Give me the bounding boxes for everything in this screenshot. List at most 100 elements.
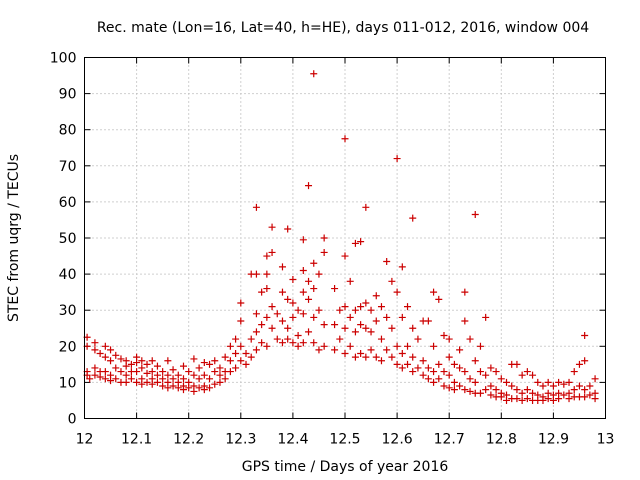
data-point bbox=[211, 368, 219, 376]
data-point bbox=[341, 135, 349, 143]
data-point bbox=[268, 223, 276, 231]
data-point bbox=[523, 368, 531, 376]
data-point bbox=[331, 346, 339, 354]
data-point bbox=[362, 299, 370, 307]
data-point bbox=[362, 203, 370, 211]
data-point bbox=[476, 389, 484, 397]
data-point bbox=[237, 342, 245, 350]
data-point bbox=[258, 321, 266, 329]
data-point bbox=[273, 335, 281, 343]
data-point bbox=[377, 335, 385, 343]
data-point bbox=[211, 357, 219, 365]
data-point bbox=[357, 238, 365, 246]
data-point bbox=[581, 393, 589, 401]
data-point bbox=[284, 335, 292, 343]
data-point bbox=[221, 375, 229, 383]
data-point bbox=[268, 303, 276, 311]
data-point bbox=[263, 270, 271, 278]
data-point bbox=[450, 360, 458, 368]
data-point bbox=[414, 364, 422, 372]
data-point bbox=[305, 182, 313, 190]
data-point bbox=[263, 342, 271, 350]
data-point bbox=[372, 353, 380, 361]
data-point bbox=[107, 357, 115, 365]
data-point bbox=[91, 346, 99, 354]
data-point bbox=[153, 378, 161, 386]
data-point bbox=[456, 382, 464, 390]
data-point bbox=[101, 375, 109, 383]
data-point bbox=[377, 357, 385, 365]
data-point bbox=[200, 359, 208, 367]
x-tick-label: 12.5 bbox=[329, 432, 360, 448]
data-point bbox=[206, 384, 214, 392]
data-point bbox=[237, 357, 245, 365]
data-point bbox=[388, 324, 396, 332]
data-point bbox=[284, 225, 292, 233]
data-point bbox=[159, 375, 167, 383]
data-point bbox=[450, 386, 458, 394]
data-point bbox=[310, 285, 318, 293]
y-tick-label: 50 bbox=[59, 231, 77, 247]
data-point bbox=[331, 285, 339, 293]
data-point bbox=[159, 368, 167, 376]
x-tick-label: 13 bbox=[597, 432, 615, 448]
data-point bbox=[252, 328, 260, 336]
data-point bbox=[164, 371, 172, 379]
data-point bbox=[320, 342, 328, 350]
data-point bbox=[153, 371, 161, 379]
data-point bbox=[341, 350, 349, 358]
data-point bbox=[424, 364, 432, 372]
data-point bbox=[565, 378, 573, 386]
data-point bbox=[430, 342, 438, 350]
data-point bbox=[393, 155, 401, 163]
data-point bbox=[310, 313, 318, 321]
data-point bbox=[539, 382, 547, 390]
data-point bbox=[294, 342, 302, 350]
data-point bbox=[195, 375, 203, 383]
data-point bbox=[476, 368, 484, 376]
data-point bbox=[263, 285, 271, 293]
data-point bbox=[206, 360, 214, 368]
data-point bbox=[278, 263, 286, 271]
data-point bbox=[497, 393, 505, 401]
data-point bbox=[148, 380, 156, 388]
chart-title: Rec. mate (Lon=16, Lat=40, h=HE), days 0… bbox=[97, 20, 589, 36]
data-point bbox=[346, 277, 354, 285]
data-point bbox=[179, 375, 187, 383]
x-tick-label: 12.6 bbox=[382, 432, 413, 448]
data-point bbox=[169, 375, 177, 383]
data-point bbox=[289, 339, 297, 347]
data-point bbox=[503, 396, 511, 404]
data-point bbox=[565, 395, 573, 403]
data-point bbox=[310, 70, 318, 78]
data-point bbox=[278, 317, 286, 325]
data-point bbox=[294, 306, 302, 314]
data-point bbox=[513, 360, 521, 368]
data-point bbox=[346, 313, 354, 321]
data-point bbox=[185, 368, 193, 376]
data-point bbox=[466, 387, 474, 395]
data-point bbox=[581, 331, 589, 339]
data-point bbox=[383, 313, 391, 321]
y-axis-label: STEC from uqrg / TECUs bbox=[6, 154, 22, 322]
data-point bbox=[544, 395, 552, 403]
data-point bbox=[122, 371, 130, 379]
data-point bbox=[435, 360, 443, 368]
data-point bbox=[419, 357, 427, 365]
data-point bbox=[409, 353, 417, 361]
data-point bbox=[86, 375, 94, 383]
data-point bbox=[471, 357, 479, 365]
data-point bbox=[91, 371, 99, 379]
data-point bbox=[258, 339, 266, 347]
data-point bbox=[513, 386, 521, 394]
data-point bbox=[440, 331, 448, 339]
data-point bbox=[289, 276, 297, 284]
data-point bbox=[424, 317, 432, 325]
data-point bbox=[148, 357, 156, 365]
data-point bbox=[252, 270, 260, 278]
data-point bbox=[555, 378, 563, 386]
data-point bbox=[518, 389, 526, 397]
data-point bbox=[404, 303, 412, 311]
data-point bbox=[586, 382, 594, 390]
